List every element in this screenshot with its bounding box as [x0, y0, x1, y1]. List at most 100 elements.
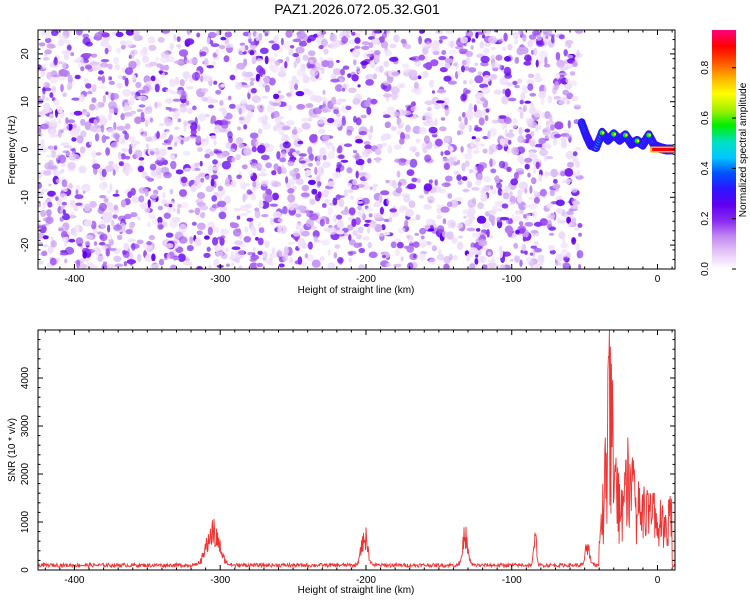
noise-blob [226, 263, 230, 267]
noise-blob [326, 57, 334, 62]
noise-blob [368, 251, 378, 259]
noise-blob [408, 146, 418, 152]
noise-blob [417, 75, 422, 80]
noise-blob [307, 162, 313, 167]
noise-blob [307, 243, 312, 248]
noise-blob [106, 128, 116, 134]
noise-blob [89, 103, 96, 111]
noise-blob [518, 201, 527, 211]
noise-blob [457, 69, 461, 77]
noise-blob [343, 143, 353, 147]
noise-blob [473, 104, 477, 112]
noise-blob [50, 240, 57, 248]
noise-blob [421, 142, 427, 148]
noise-blob [236, 215, 241, 220]
noise-blob [62, 92, 67, 97]
y-tick-label: 2000 [20, 462, 31, 485]
noise-blob [133, 32, 141, 41]
noise-blob [59, 110, 65, 119]
noise-blob [512, 118, 518, 125]
noise-blob [102, 261, 108, 265]
noise-blob [112, 214, 118, 219]
noise-blob [368, 42, 374, 49]
noise-blob [204, 175, 212, 181]
noise-blob [212, 237, 219, 246]
noise-blob [295, 213, 302, 218]
noise-blob [229, 74, 236, 81]
noise-blob [410, 106, 419, 112]
noise-blob [189, 57, 198, 65]
noise-blob [97, 30, 106, 35]
noise-blob [174, 126, 180, 131]
noise-blob [464, 65, 469, 71]
noise-blob [135, 140, 141, 145]
noise-blob [567, 161, 574, 168]
noise-blob [383, 30, 387, 35]
noise-blob [94, 133, 100, 142]
noise-blob [536, 34, 542, 42]
noise-blob [294, 83, 299, 91]
noise-blob [116, 234, 123, 241]
noise-blob [524, 54, 532, 62]
noise-blob [546, 203, 553, 209]
noise-blob [151, 253, 156, 262]
noise-blob [118, 134, 125, 144]
noise-blob [279, 65, 286, 75]
noise-blob [286, 92, 292, 97]
noise-blob [140, 96, 147, 102]
noise-blob [573, 104, 582, 108]
noise-blob [519, 259, 523, 267]
noise-blob [288, 178, 295, 186]
noise-blob [99, 233, 108, 242]
noise-blob [320, 239, 330, 246]
noise-blob [131, 74, 136, 81]
noise-blob [444, 62, 451, 69]
noise-blob [79, 226, 83, 233]
noise-blob [416, 178, 421, 184]
noise-blob [291, 128, 298, 135]
noise-blob [514, 210, 521, 215]
noise-blob [208, 31, 217, 39]
noise-blob [261, 214, 269, 218]
noise-blob [523, 61, 532, 66]
y-tick-label: 1000 [20, 510, 31, 533]
noise-blob [274, 123, 283, 131]
noise-blob [102, 95, 107, 103]
noise-blob [257, 116, 267, 124]
noise-blob [467, 199, 477, 208]
noise-blob [415, 214, 421, 221]
noise-blob [161, 191, 167, 199]
noise-blob [345, 34, 351, 39]
noise-blob [494, 264, 500, 269]
noise-blob [548, 232, 555, 236]
noise-blob [439, 35, 448, 40]
noise-blob [490, 168, 497, 174]
noise-blob [333, 109, 339, 115]
noise-blob [196, 230, 203, 235]
noise-blob [113, 107, 119, 114]
y-tick-label: 0 [20, 146, 31, 152]
noise-blob [223, 55, 230, 63]
noise-blob [126, 259, 136, 265]
noise-blob [55, 178, 61, 184]
noise-blob [565, 134, 572, 139]
noise-blob [354, 45, 361, 50]
noise-blob [374, 214, 383, 220]
noise-blob [210, 135, 217, 140]
noise-blob [315, 160, 321, 167]
noise-blob [378, 36, 385, 43]
noise-blob [91, 97, 97, 103]
noise-blobs [38, 30, 584, 269]
noise-blob [138, 187, 147, 194]
noise-blob [533, 190, 538, 196]
noise-blob [501, 203, 509, 209]
noise-blob [93, 118, 98, 126]
noise-blob [472, 150, 480, 154]
noise-blob [44, 49, 52, 55]
noise-blob [301, 261, 307, 267]
noise-blob [460, 93, 467, 102]
noise-blob [49, 257, 57, 266]
noise-blob [210, 43, 220, 47]
noise-blob [118, 161, 124, 167]
noise-blob [456, 130, 461, 136]
